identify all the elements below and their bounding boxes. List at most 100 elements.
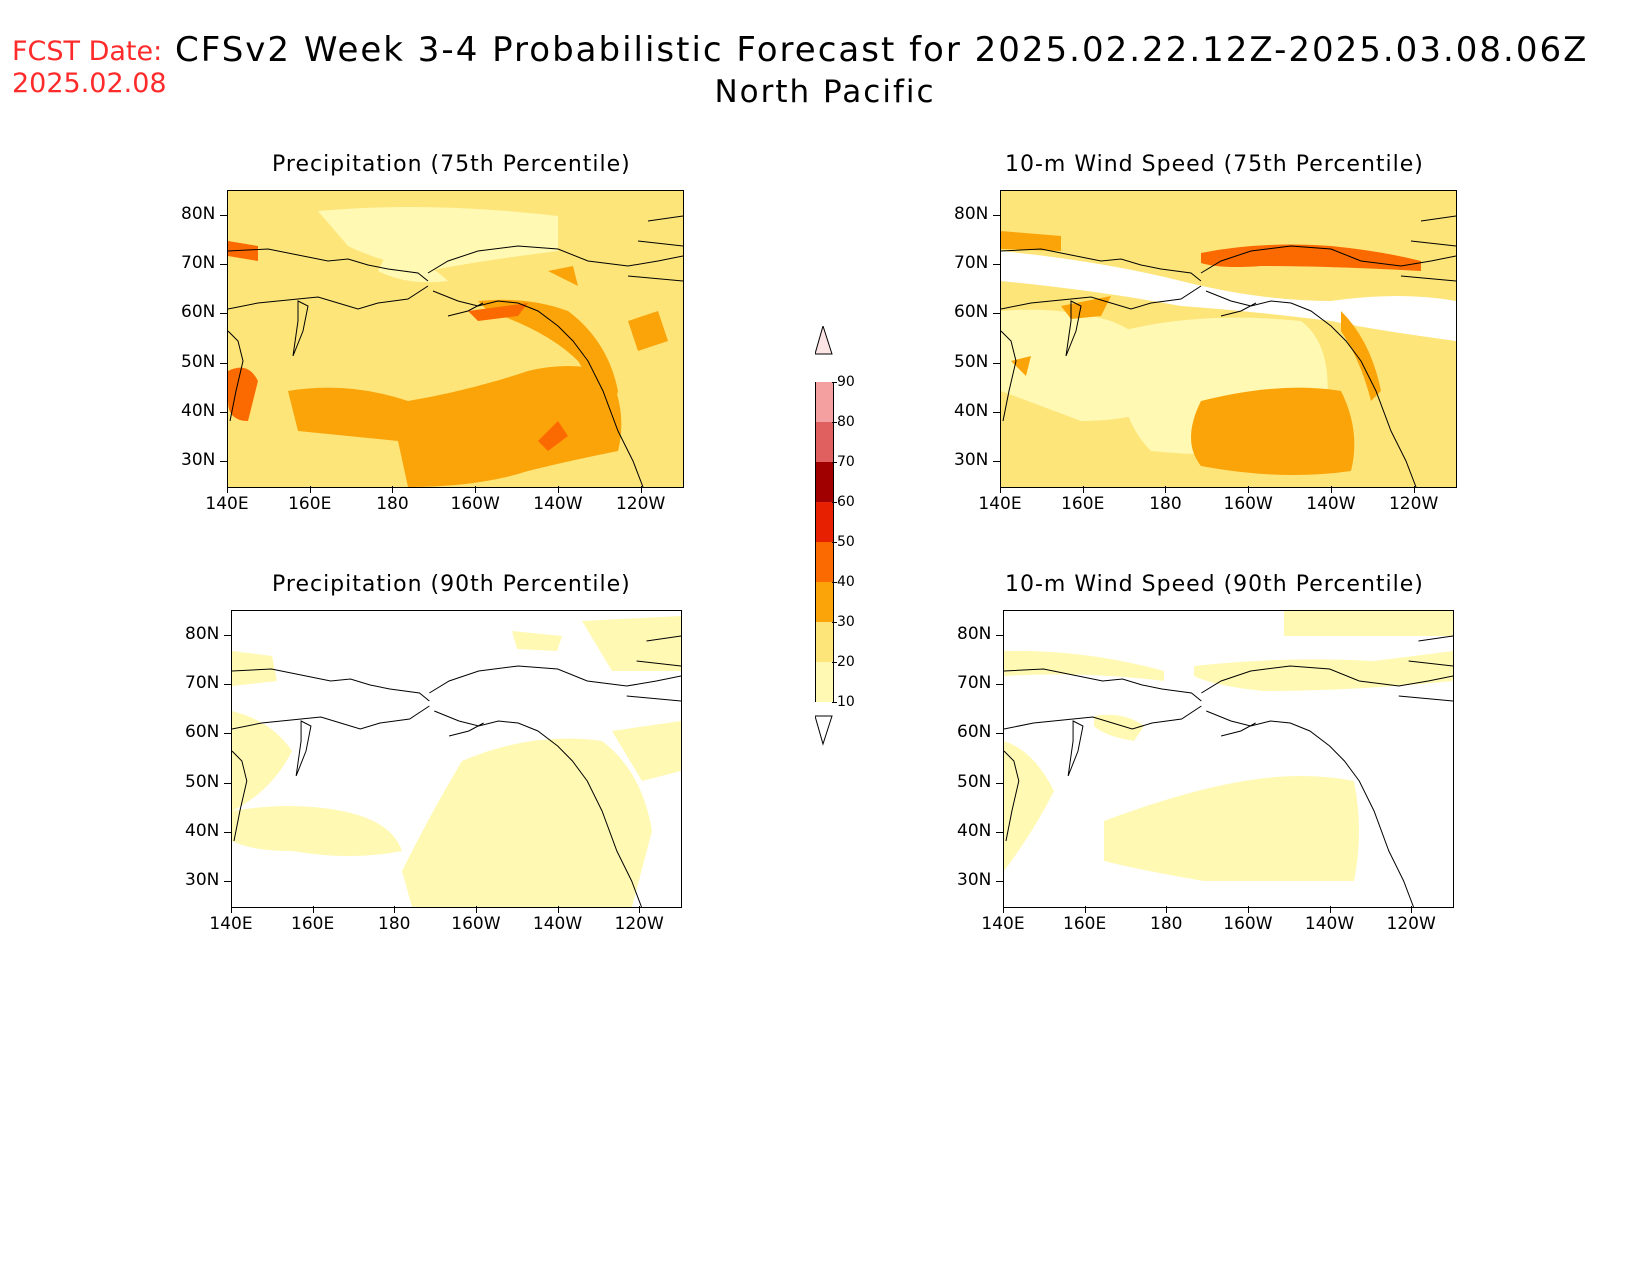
lat-tick-mark [220, 412, 227, 413]
title-line-1: CFSv2 Week 3-4 Probabilistic Forecast fo… [175, 30, 1589, 70]
coastline [1001, 215, 1456, 487]
lon-tick-mark [1411, 906, 1413, 913]
colorbar-label: 90 [837, 374, 855, 390]
colorbar-triangles [815, 326, 833, 746]
lon-tick-label: 160W [1223, 494, 1273, 514]
lon-tick-label: 160E [291, 914, 335, 934]
title-line-2: North Pacific [714, 74, 936, 110]
colorbar-tick [832, 542, 837, 543]
colorbar-tick [832, 502, 837, 503]
colorbar-segment [815, 382, 834, 422]
lat-tick-mark [220, 214, 227, 216]
colorbar-label: 60 [837, 494, 855, 510]
lon-tick-label: 140W [1304, 914, 1355, 934]
lon-tick-label: 140E [981, 914, 1025, 934]
lon-tick-label: 140W [533, 494, 583, 514]
colorbar-segment [815, 542, 834, 582]
lat-tick-label: 80N [954, 203, 989, 224]
lon-tick-mark [1165, 486, 1167, 493]
lon-tick-label: 120W [614, 914, 664, 934]
lat-tick-mark [224, 733, 231, 735]
lat-tick-mark [996, 634, 1003, 636]
lat-tick-mark [224, 634, 231, 636]
lat-tick-label: 50N [185, 771, 220, 792]
lat-tick-label: 70N [181, 253, 216, 273]
lon-tick-mark [475, 906, 477, 913]
lat-tick-mark [224, 832, 231, 833]
lon-tick-label: 180 [1150, 914, 1183, 934]
lon-tick-label: 140W [1306, 494, 1356, 514]
lon-tick-mark [1248, 486, 1250, 493]
lon-tick-mark [227, 486, 228, 493]
panel-title-precip75: Precipitation (75th Percentile) [272, 152, 631, 177]
lat-tick-label: 50N [181, 351, 216, 372]
colorbar-segment [815, 622, 834, 662]
lon-tick-label: 180 [376, 494, 409, 514]
lon-tick-label: 160W [1223, 914, 1273, 934]
lon-tick-mark [475, 486, 477, 493]
lon-tick-label: 140W [532, 914, 583, 934]
lat-tick-mark [220, 264, 227, 265]
lon-tick-label: 140E [205, 494, 249, 514]
lat-tick-mark [996, 733, 1003, 735]
lon-tick-label: 160W [450, 494, 500, 514]
colorbar-segment [815, 502, 834, 542]
lon-tick-mark [392, 486, 394, 493]
lon-tick-mark [1247, 906, 1249, 913]
lat-tick-mark [224, 782, 231, 784]
lon-tick-mark [312, 906, 314, 913]
forecast-date: FCST Date: 2025.02.08 [12, 36, 167, 100]
colorbar-tick [832, 462, 837, 463]
lon-tick-label: 160E [1061, 494, 1105, 514]
fcst-label: FCST Date: [12, 36, 163, 67]
coastline [1004, 635, 1453, 907]
lon-tick-mark [557, 906, 559, 913]
lat-tick-mark [993, 362, 1000, 364]
lat-tick-label: 60N [957, 722, 992, 743]
lat-tick-mark [993, 264, 1000, 265]
colorbar-segment [815, 662, 834, 702]
colorbar-tick [832, 622, 837, 623]
lat-tick-label: 30N [957, 870, 992, 891]
colorbar-tick [832, 382, 837, 383]
lat-tick-label: 30N [185, 870, 220, 891]
lat-tick-label: 30N [954, 450, 989, 471]
colorbar-label: 30 [837, 614, 855, 630]
lat-tick-label: 60N [181, 302, 216, 323]
lon-tick-mark [639, 906, 641, 913]
lat-tick-mark [220, 313, 227, 315]
lat-tick-label: 50N [954, 351, 989, 372]
lat-tick-label: 50N [957, 771, 992, 792]
lat-tick-mark [993, 313, 1000, 315]
lon-tick-mark [1166, 906, 1168, 913]
colorbar-label: 20 [837, 654, 855, 670]
lat-tick-label: 30N [181, 450, 216, 471]
colorbar-label: 50 [837, 534, 855, 550]
coastline [228, 215, 683, 487]
lon-tick-label: 140E [209, 914, 253, 934]
lat-tick-mark [224, 684, 231, 685]
colorbar-label: 80 [837, 414, 855, 430]
lon-tick-label: 140E [978, 494, 1022, 514]
panel-title-wind90: 10-m Wind Speed (90th Percentile) [1005, 572, 1424, 597]
lat-tick-label: 70N [954, 253, 989, 273]
lon-tick-mark [1413, 486, 1415, 493]
fcst-date-value: 2025.02.08 [12, 68, 167, 99]
lat-tick-mark [220, 362, 227, 364]
lat-tick-label: 40N [181, 401, 216, 421]
colorbar-tick [832, 702, 837, 703]
lon-tick-mark [394, 906, 396, 913]
colorbar: 10 20 30 40 50 60 70 80 90 [815, 326, 875, 746]
lat-tick-label: 60N [185, 722, 220, 743]
lat-tick-label: 40N [954, 401, 989, 421]
lat-tick-mark [996, 684, 1003, 685]
lon-tick-label: 120W [1386, 914, 1436, 934]
lon-tick-mark [640, 486, 642, 493]
lon-tick-label: 160W [451, 914, 501, 934]
map-wind90 [1003, 610, 1454, 908]
map-precip75 [227, 190, 684, 488]
lon-tick-mark [309, 486, 311, 493]
colorbar-tick [832, 422, 837, 423]
lon-tick-label: 120W [1388, 494, 1439, 514]
lat-tick-label: 80N [957, 623, 992, 644]
